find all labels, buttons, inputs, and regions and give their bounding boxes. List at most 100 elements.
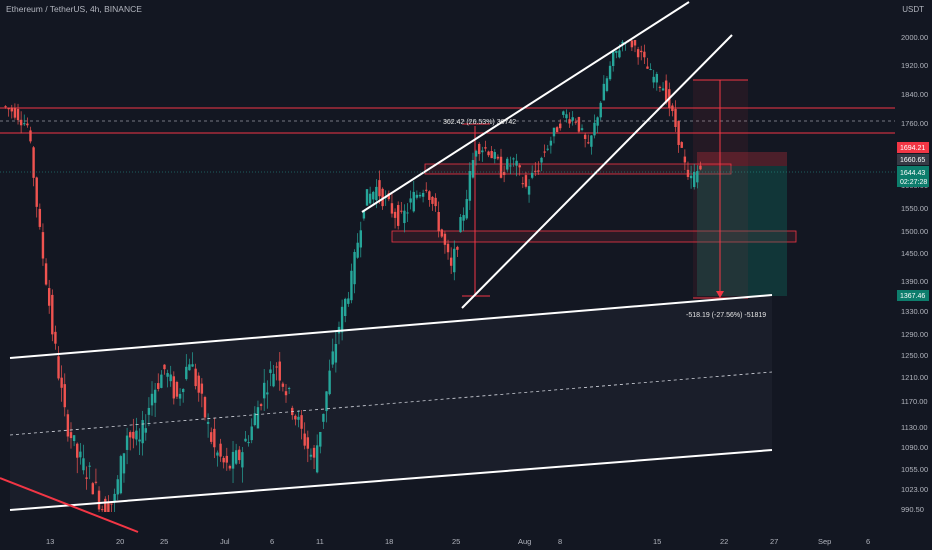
candle-body (26, 123, 29, 126)
candle-body (565, 114, 568, 119)
candle-body (129, 432, 132, 438)
candle-body (671, 105, 674, 112)
drop-measure-label: -518.19 (-27.56%) -51819 (686, 312, 766, 319)
channel-upper-line[interactable] (9, 294, 773, 359)
candle-body (686, 169, 690, 177)
candle-body (425, 189, 428, 191)
candle-body (147, 407, 151, 415)
candle-body (210, 432, 213, 442)
price-tick-label: 1390.00 (901, 277, 928, 286)
candle-body (191, 364, 194, 367)
symbol-title[interactable]: Ethereum / TetherUS, 4h, BINANCE (6, 4, 142, 14)
candle-body (478, 143, 481, 155)
candle-body (527, 186, 531, 195)
candle-body (559, 123, 562, 129)
candle-body (169, 374, 172, 382)
support-zone-lower[interactable] (391, 230, 797, 243)
time-tick-label: 6 (866, 537, 870, 546)
candle-body (328, 370, 331, 395)
candle-body (228, 465, 232, 469)
candle-body (652, 76, 655, 83)
candle-body (540, 157, 543, 163)
time-tick-label: 13 (46, 537, 54, 546)
candle-body (188, 364, 191, 371)
price-tick-label: 1450.00 (901, 249, 928, 258)
time-tick-label: 11 (316, 537, 324, 546)
candle-body (696, 171, 699, 183)
time-axis[interactable]: 13 20 25 Jul 6 11 18 25 Aug 8 15 22 27 Sep 6 (46, 537, 870, 546)
candle-body (400, 210, 403, 212)
wedge-lower-line[interactable] (461, 34, 733, 309)
candle-body (309, 454, 313, 457)
candle-body (32, 147, 35, 178)
candle-body (144, 428, 147, 433)
price-tick-label: 1130.00 (901, 423, 928, 432)
take-profit-zone[interactable] (697, 166, 787, 296)
candle-body (82, 458, 85, 471)
price-tick-label: 1500.00 (901, 227, 928, 236)
candle-body (468, 171, 472, 201)
candle-body (135, 430, 138, 440)
candle-body (474, 150, 478, 157)
candle-body (250, 426, 253, 441)
candle-body (593, 122, 596, 136)
candle-body (57, 356, 60, 379)
candle-body (281, 383, 285, 387)
candle-body (515, 160, 518, 166)
candle-body (521, 183, 525, 185)
candle-body (453, 248, 456, 273)
candle-body (222, 457, 225, 463)
price-axis[interactable]: 2000.001920.001840.001760.001680.001600.… (901, 33, 928, 514)
time-tick-label: 18 (385, 537, 393, 546)
candle-body (7, 108, 10, 110)
candle-body (325, 391, 328, 412)
candle-body (443, 233, 447, 245)
svg-text:02:27:28: 02:27:28 (900, 179, 927, 186)
price-tick-label: 1550.00 (901, 204, 928, 213)
candle-body (185, 366, 188, 380)
candle-body (378, 180, 381, 197)
candle-body (471, 160, 475, 178)
channel-lower-line[interactable] (9, 449, 773, 511)
candle-body (596, 117, 599, 126)
price-tick-label: 1170.00 (901, 397, 928, 406)
candle-body (689, 175, 693, 179)
candle-body (608, 65, 612, 80)
lower-channel-band (10, 295, 772, 510)
candle-body (306, 437, 310, 449)
price-tick-label: 1055.00 (901, 465, 928, 474)
wedge-upper-line[interactable] (361, 1, 690, 213)
candle-body (683, 156, 687, 163)
candle-body (555, 127, 559, 133)
candles (4, 40, 702, 512)
candle-body (571, 117, 574, 121)
candle-body (247, 442, 250, 444)
candle-body (287, 388, 291, 390)
candle-body (344, 298, 347, 317)
currency-label: USDT (902, 5, 924, 14)
candle-body (674, 108, 677, 127)
candle-body (262, 382, 266, 399)
support-zone-upper[interactable] (424, 163, 732, 175)
candle-body (340, 306, 344, 333)
downtrend-line[interactable] (0, 477, 139, 533)
candle-body (621, 41, 624, 44)
candle-body (110, 503, 113, 505)
candle-body (537, 170, 540, 172)
candle-body (387, 193, 391, 200)
candle-body (238, 449, 241, 461)
candle-body (406, 212, 409, 214)
time-tick-label: 6 (270, 537, 274, 546)
candle-body (506, 158, 509, 170)
candle-body (465, 199, 468, 219)
candle-body (446, 243, 450, 253)
candle-body (13, 107, 17, 118)
price-tick-label: 1250.00 (901, 351, 928, 360)
candle-body (116, 479, 119, 495)
candle-body (602, 83, 606, 101)
candle-body (72, 435, 76, 441)
time-tick-label: 25 (160, 537, 168, 546)
candle-body (677, 120, 680, 145)
candle-body (605, 78, 609, 91)
